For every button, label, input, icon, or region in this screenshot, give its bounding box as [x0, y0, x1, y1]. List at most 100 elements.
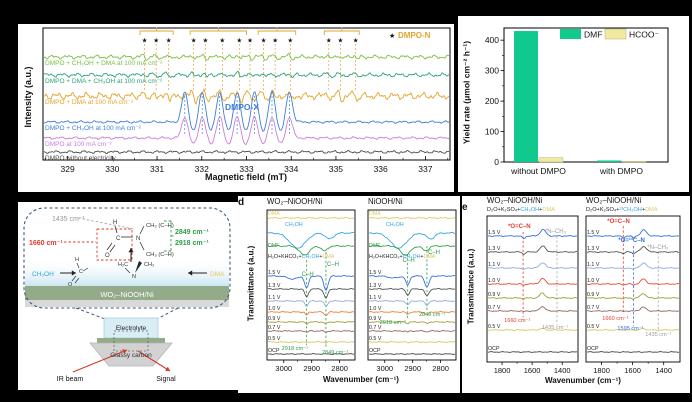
- dmpo-n-legend-star: ★: [389, 32, 395, 40]
- label-segment: ¹³CH₃OH: [619, 207, 642, 213]
- annotation: C–H: [403, 258, 415, 264]
- label-segment: +: [539, 207, 543, 213]
- ftir-trace: [487, 327, 578, 331]
- x-tick-label: 1800: [593, 366, 610, 375]
- schematic-line: [139, 241, 145, 251]
- schematic-label: Electrolyte: [116, 325, 147, 332]
- x-tick-label: 1600: [624, 366, 641, 375]
- epr-trace: [43, 88, 450, 106]
- epr-trace-label: DMPO without electricity: [45, 155, 117, 162]
- header-segment: CH₃OH: [302, 254, 320, 260]
- ftir-trace-label: 0.5 V: [488, 324, 501, 330]
- legend-swatch-hcoo: [604, 28, 627, 40]
- schematic-line: [109, 244, 116, 253]
- schematic-label: CH₃ (C–H): [146, 223, 174, 229]
- ftir-trace-label: 1.1 V: [587, 262, 600, 268]
- annotation: *O=C–N: [607, 219, 630, 225]
- dmpo-n-star: ★: [166, 38, 172, 45]
- ftir-trace-label: 0.5 V: [369, 336, 382, 342]
- plot-frame: [266, 209, 356, 361]
- schematic-rect: [97, 338, 165, 343]
- ftir-trace-label: 1.0 V: [369, 306, 382, 312]
- x-tick-label: 1400: [554, 366, 571, 375]
- category-label: with DMPO: [599, 166, 643, 176]
- ftir-trace: [487, 306, 577, 313]
- panel-d-ftir: 3000 2900 2800 DMA CH₃OH DMF 1.5 V 1.3 V 1.1 V 1.…: [238, 196, 460, 393]
- schematic-label: DMA: [210, 271, 225, 278]
- header-segment: +: [420, 254, 423, 260]
- header-segment: DMA: [424, 254, 436, 260]
- epr-trace: [43, 149, 450, 155]
- arrow-head: [122, 349, 127, 354]
- ftir-trace-label: DMA: [268, 211, 280, 217]
- panel-d-ylabel: Transmittance (a.u.): [246, 245, 256, 322]
- panel-e-ylabel: Transmittance (a.u.): [466, 248, 476, 325]
- header-segment: +: [319, 254, 322, 260]
- bracket: [139, 27, 174, 35]
- ftir-trace-label: 0.9 V: [268, 316, 281, 322]
- annotation: C–H: [302, 272, 314, 278]
- x-tick-label: 2800: [331, 364, 348, 373]
- bar-HCOO⁻: [621, 161, 647, 163]
- dmpo-n-star: ★: [142, 38, 148, 45]
- schematic-label: H: [113, 220, 117, 226]
- annotation: 1595 cm⁻¹: [617, 326, 643, 332]
- plot-frame: [367, 209, 457, 361]
- ftir-trace-label: 1.5 V: [587, 230, 600, 236]
- annotation: 1660 cm⁻¹: [602, 316, 628, 322]
- ftir-trace-label: DMA: [369, 211, 381, 217]
- annotation: C–H: [327, 262, 339, 268]
- x-tick-label: 335: [329, 164, 343, 174]
- schematic-line: [74, 277, 80, 284]
- ftir-trace: [267, 341, 355, 344]
- ftir-trace-label: 1.0 V: [488, 278, 501, 284]
- epr-plot: 329 330 331 332 333 334 335 336 337 ★ ★ ★ ★ ★ ★ ★ ★ ★ ★ ★ ★ ★…: [42, 27, 451, 174]
- yield-bar-chart: 0 100 200 300 400 without DMPO with DMPO DMF HCO…: [485, 27, 669, 176]
- ftir-trace-label: 0.7 V: [488, 305, 501, 311]
- dmpo-n-star: ★: [153, 38, 159, 45]
- panel-d-letter: d: [238, 197, 245, 208]
- schematic-label: CH₃ (C–H): [146, 252, 174, 258]
- dmpo-x-label: DMPO-X: [225, 102, 259, 112]
- y-tick-label: 200: [485, 96, 499, 106]
- schematic-shape: [89, 342, 173, 367]
- ftir-trace: [369, 341, 456, 344]
- x-tick-label: 1800: [494, 366, 511, 375]
- ftir-trace: [267, 330, 355, 333]
- ftir-trace-label: 1.1 V: [268, 295, 281, 301]
- schematic-rect: [113, 330, 149, 352]
- label-segment: +: [641, 207, 646, 213]
- schematic-line: [75, 307, 106, 320]
- schematic-label: 2918 cm⁻¹: [175, 240, 209, 247]
- ftir-trace-label: 1.3 V: [268, 283, 281, 289]
- x-tick-label: 329: [61, 164, 75, 174]
- annotation: 2918 cm⁻¹: [380, 320, 406, 326]
- panel-b-yield: 0 100 200 300 400 without DMPO with DMPO DMF HCO…: [458, 16, 689, 192]
- schematic-line: [114, 225, 118, 234]
- label-segment: DMA: [645, 207, 658, 213]
- ftir-trace-label: 1.1 V: [369, 295, 382, 301]
- epr-trace-label: DMPO + CH₃OH + DMA at 100 mA cm⁻²: [45, 60, 163, 67]
- schematic-arrow: [137, 350, 171, 372]
- ftir-trace: [368, 311, 456, 316]
- annotation: C–H: [428, 250, 440, 256]
- x-tick-label: 1600: [524, 366, 541, 375]
- x-tick-label: 3000: [376, 364, 393, 373]
- schematic-rect: [25, 300, 229, 307]
- header-segment: H₂O+KHCO₃+: [268, 254, 302, 260]
- dmpo-n-star: ★: [202, 38, 208, 45]
- ftir-trace: [368, 274, 456, 288]
- schematic-line: [82, 267, 89, 272]
- panel-a-ylabel: Intensity (a.u.): [23, 66, 33, 128]
- ftir-trace-label: 1.5 V: [488, 230, 501, 236]
- panel-b-ylabel: Yield rate (μmol cm⁻² h⁻¹): [461, 40, 472, 145]
- dmpo-n-star: ★: [261, 38, 267, 45]
- arrow-head: [165, 366, 170, 371]
- schematic-label: CH₃OH: [32, 271, 54, 278]
- schematic-label: IR beam: [57, 376, 84, 383]
- header-segment: H₂O+KHCO₃+: [369, 254, 403, 260]
- ftir-trace-label: OCP: [369, 348, 381, 354]
- epr-trace: [43, 52, 449, 62]
- ftir-trace: [587, 229, 680, 239]
